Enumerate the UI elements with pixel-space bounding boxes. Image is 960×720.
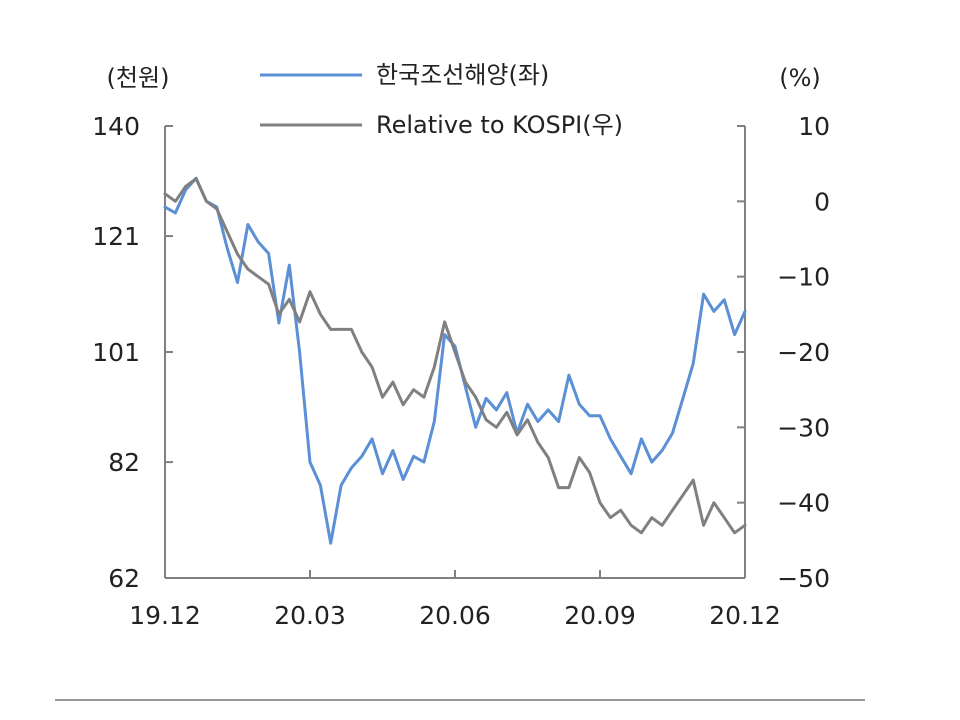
right-tick-label: 10 [798,112,830,141]
left-tick-label: 140 [92,112,140,141]
right-tick-label: −10 [777,263,830,292]
left-tick-label: 121 [92,222,140,251]
x-tick-label: 19.12 [129,601,201,630]
right-tick-label: −50 [777,564,830,593]
right-axis-unit: (%) [779,64,821,92]
right-tick-label: −20 [777,338,830,367]
series-layer [163,176,747,545]
right-tick-label: −30 [777,413,830,442]
x-tick-label: 20.03 [274,601,346,630]
left-tick-label: 101 [92,338,140,367]
series-line-relative-kospi [163,177,747,535]
left-tick-label: 62 [108,564,140,593]
left-axis-unit: (천원) [107,64,170,92]
right-tick-label: −40 [777,489,830,518]
x-tick-label: 20.12 [709,601,781,630]
legend-label-relative-kospi: Relative to KOSPI(우) [376,111,623,139]
x-axis-ticks: 19.12 20.03 20.06 20.09 20.12 [129,570,781,630]
left-axis-ticks: 140 121 101 82 62 [92,112,173,593]
series-line-korea-shipbuilding [163,176,747,545]
legend-label-korea-shipbuilding: 한국조선해양(좌) [376,61,549,89]
legend: 한국조선해양(좌) Relative to KOSPI(우) [260,61,623,139]
right-axis-ticks: 10 0 −10 −20 −30 −40 −50 [737,112,830,593]
x-tick-label: 20.06 [419,601,491,630]
x-tick-label: 20.09 [564,601,636,630]
right-tick-label: 0 [814,187,830,216]
left-tick-label: 82 [108,448,140,477]
